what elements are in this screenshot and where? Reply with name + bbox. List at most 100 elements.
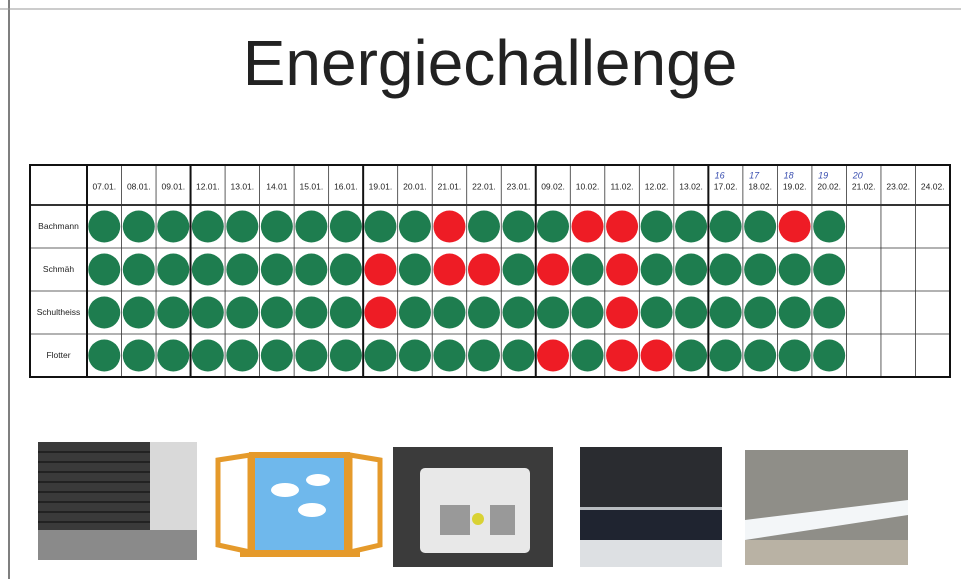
dot bbox=[606, 297, 638, 329]
dot bbox=[226, 297, 258, 329]
dot bbox=[744, 211, 776, 243]
dot bbox=[330, 254, 362, 286]
dot bbox=[192, 340, 224, 372]
dot bbox=[641, 297, 673, 329]
date-header: 16.01. bbox=[334, 181, 358, 191]
dot bbox=[88, 254, 120, 286]
dot bbox=[641, 211, 673, 243]
dot bbox=[364, 211, 396, 243]
dot bbox=[192, 297, 224, 329]
dot bbox=[572, 254, 604, 286]
dot bbox=[675, 211, 707, 243]
date-header: 19.02. bbox=[783, 181, 807, 191]
dot bbox=[261, 211, 293, 243]
dot bbox=[364, 254, 396, 286]
dot bbox=[468, 254, 500, 286]
dot bbox=[295, 297, 327, 329]
dot bbox=[157, 211, 189, 243]
date-header: 22.01. bbox=[472, 181, 496, 191]
dot bbox=[675, 340, 707, 372]
dot bbox=[157, 254, 189, 286]
dot bbox=[433, 211, 465, 243]
poster: Energiechallenge 07.01.08.01.09.01.12.01… bbox=[0, 0, 961, 579]
handwritten-note: 17 bbox=[749, 170, 760, 180]
date-header: 09.01. bbox=[161, 181, 185, 191]
dot bbox=[399, 297, 431, 329]
dot bbox=[710, 340, 742, 372]
dot bbox=[710, 254, 742, 286]
dot bbox=[710, 297, 742, 329]
dot bbox=[606, 211, 638, 243]
dot bbox=[399, 254, 431, 286]
dot bbox=[399, 211, 431, 243]
dot bbox=[572, 297, 604, 329]
dot bbox=[261, 254, 293, 286]
date-header: 13.02. bbox=[679, 181, 703, 191]
dot bbox=[744, 297, 776, 329]
dot bbox=[192, 211, 224, 243]
dot bbox=[468, 297, 500, 329]
date-header: 12.01. bbox=[196, 181, 220, 191]
date-header: 08.01. bbox=[127, 181, 151, 191]
dot bbox=[503, 340, 535, 372]
photos bbox=[38, 442, 908, 567]
date-header: 21.01. bbox=[438, 181, 462, 191]
date-header: 18.02. bbox=[748, 181, 772, 191]
row-name: Schmäh bbox=[43, 264, 74, 274]
photo-shutter bbox=[38, 442, 197, 560]
dot bbox=[295, 254, 327, 286]
handwritten-note: 16 bbox=[715, 170, 725, 180]
dot bbox=[123, 297, 155, 329]
row-name: Bachmann bbox=[38, 221, 79, 231]
date-header: 14.01 bbox=[266, 181, 288, 191]
dot bbox=[192, 254, 224, 286]
dot bbox=[503, 211, 535, 243]
dot bbox=[779, 254, 811, 286]
dot bbox=[675, 297, 707, 329]
dot bbox=[813, 340, 845, 372]
dot bbox=[433, 297, 465, 329]
dot bbox=[503, 297, 535, 329]
dot bbox=[330, 211, 362, 243]
date-header: 11.02. bbox=[611, 181, 634, 191]
row-name: Schultheiss bbox=[37, 307, 80, 317]
date-header: 07.01. bbox=[92, 181, 116, 191]
row-name: Flotter bbox=[46, 350, 70, 360]
date-header: 20.02. bbox=[817, 181, 841, 191]
dot bbox=[295, 340, 327, 372]
dot bbox=[779, 340, 811, 372]
dot bbox=[88, 297, 120, 329]
dot bbox=[468, 211, 500, 243]
dot bbox=[88, 340, 120, 372]
dot bbox=[123, 254, 155, 286]
dot bbox=[433, 340, 465, 372]
dot bbox=[537, 211, 569, 243]
date-header: 10.02. bbox=[576, 181, 600, 191]
date-header: 21.02. bbox=[852, 181, 876, 191]
dot bbox=[537, 297, 569, 329]
handwritten-note: 19 bbox=[818, 170, 828, 180]
dot bbox=[744, 254, 776, 286]
dot bbox=[710, 211, 742, 243]
photo-panel bbox=[580, 447, 722, 567]
date-header: 15.01. bbox=[300, 181, 324, 191]
dot bbox=[813, 254, 845, 286]
dot bbox=[399, 340, 431, 372]
dot bbox=[779, 211, 811, 243]
photo-window bbox=[218, 455, 380, 557]
dot bbox=[744, 340, 776, 372]
handwritten-note: 18 bbox=[784, 170, 794, 180]
dot bbox=[433, 254, 465, 286]
dot bbox=[226, 340, 258, 372]
dot bbox=[641, 254, 673, 286]
dot bbox=[779, 297, 811, 329]
dot bbox=[157, 340, 189, 372]
dot bbox=[468, 340, 500, 372]
photo-ceiling-light bbox=[745, 450, 908, 565]
dot bbox=[675, 254, 707, 286]
dot bbox=[572, 211, 604, 243]
dot bbox=[123, 340, 155, 372]
dot bbox=[537, 254, 569, 286]
handwritten-note: 20 bbox=[852, 170, 863, 180]
dot bbox=[813, 211, 845, 243]
